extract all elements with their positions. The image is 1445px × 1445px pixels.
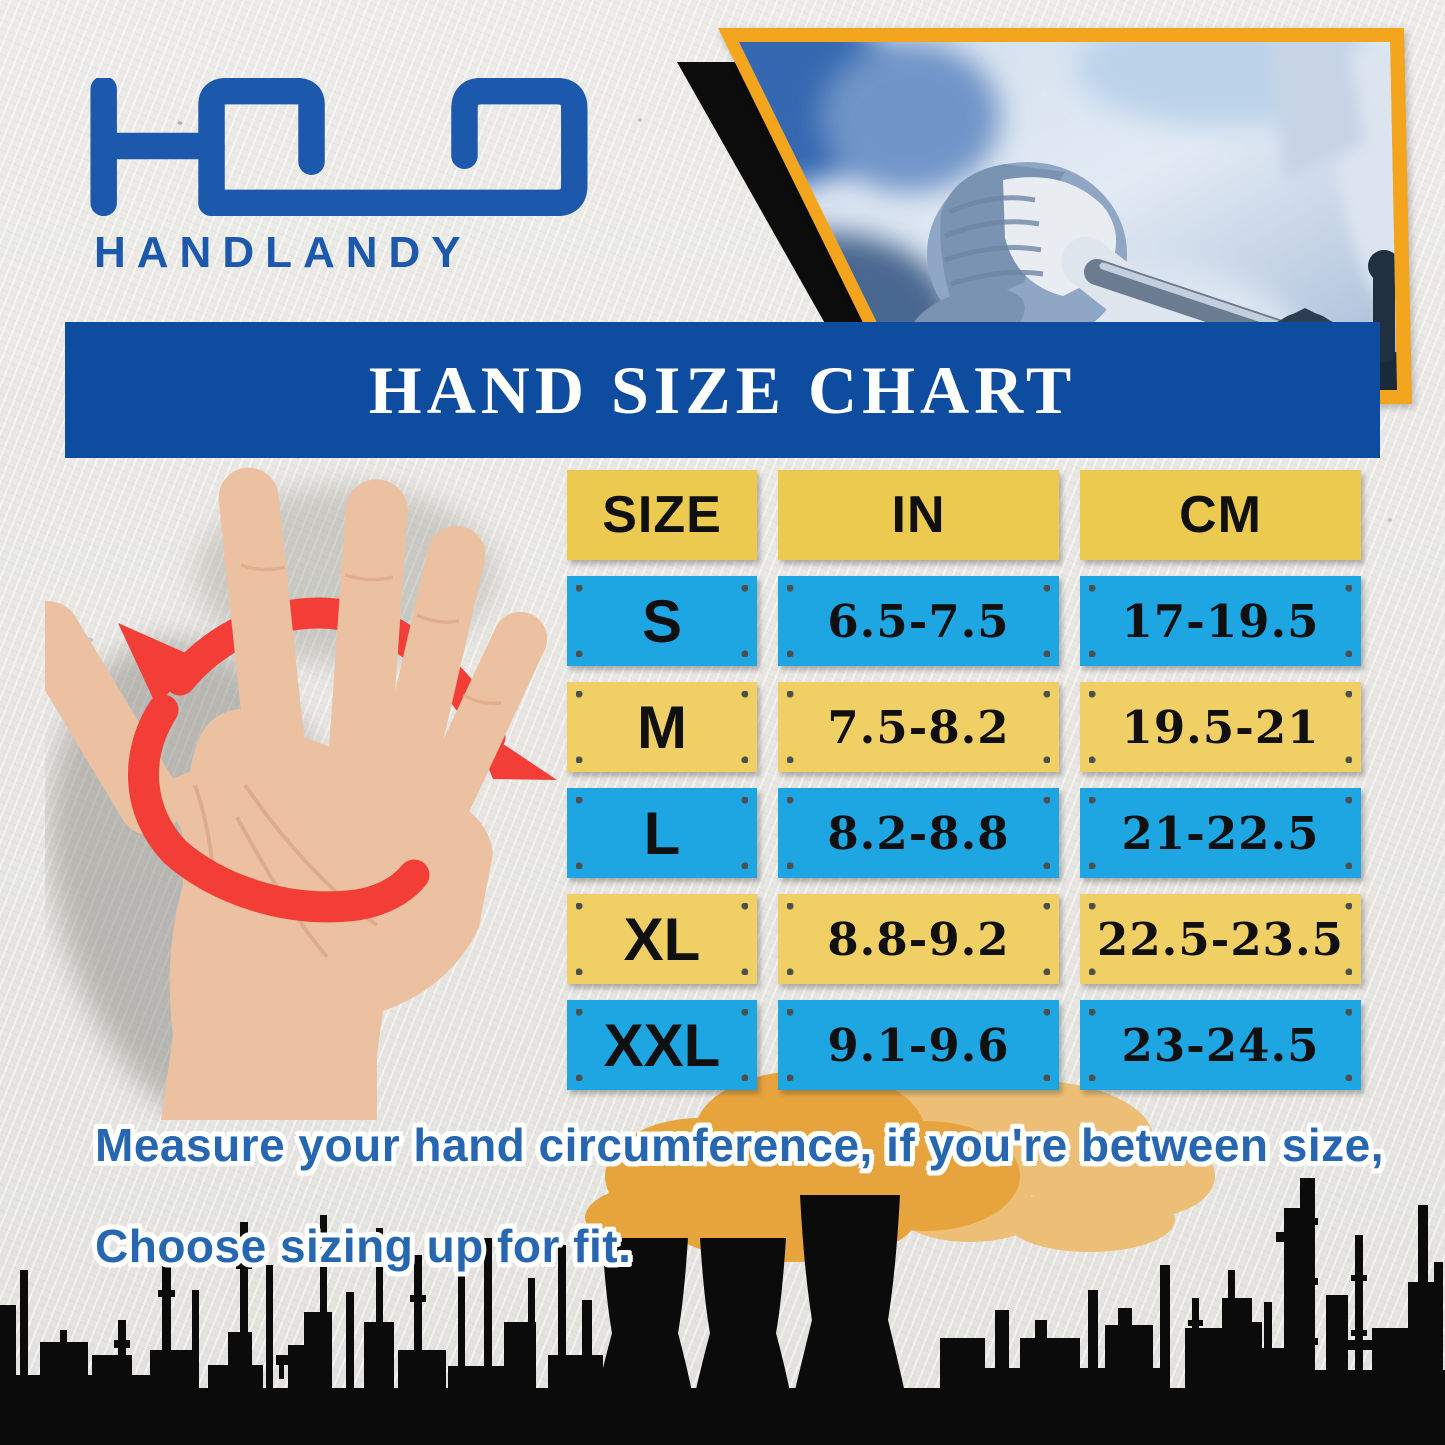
- industrial-skyline: [0, 1178, 1445, 1445]
- brand-logo: HANDLANDY: [88, 78, 588, 278]
- table-row-xl-size: XL: [567, 894, 757, 984]
- table-row-l-cm: 21-22.5: [1080, 788, 1361, 878]
- table-row-m-size: M: [567, 682, 757, 772]
- fingers: [218, 467, 548, 835]
- table-row-m-in: 7.5-8.2: [778, 682, 1059, 772]
- table-row-xl-cm: 22.5-23.5: [1080, 894, 1361, 984]
- smoke-dark: [585, 1070, 1020, 1262]
- column-header-size: SIZE: [567, 470, 757, 560]
- sizing-note-line2: Choose sizing up for fit.: [95, 1220, 632, 1272]
- table-row-l-in: 8.2-8.8: [778, 788, 1059, 878]
- title-banner: HAND SIZE CHART: [65, 322, 1380, 458]
- sizing-note: Measure your hand circumference, if you'…: [95, 1118, 1425, 1273]
- table-row-xxl-cm: 23-24.5: [1080, 1000, 1361, 1090]
- table-row-l-size: L: [567, 788, 757, 878]
- table-row-s-size: S: [567, 576, 757, 666]
- table-row-xl-in: 8.8-9.2: [778, 894, 1059, 984]
- column-header-in: IN: [778, 470, 1059, 560]
- hand-measure-illustration: [45, 467, 557, 1120]
- brand-logo-icon: [90, 78, 588, 216]
- sizing-note-line1: Measure your hand circumference, if you'…: [95, 1119, 1385, 1171]
- brand-name: HANDLANDY: [94, 228, 472, 277]
- page-title: HAND SIZE CHART: [368, 351, 1077, 428]
- table-row-m-cm: 19.5-21: [1080, 682, 1361, 772]
- size-chart-table: SIZE IN CM S 6.5-7.5 17-19.5 M 7.5-8.2 1…: [567, 470, 1361, 1090]
- table-row-s-cm: 17-19.5: [1080, 576, 1361, 666]
- workshop-photo: [718, 28, 1412, 404]
- table-row-xxl-in: 9.1-9.6: [778, 1000, 1059, 1090]
- table-row-xxl-size: XXL: [567, 1000, 757, 1090]
- column-header-cm: CM: [1080, 470, 1361, 560]
- photo-content: [739, 42, 1397, 390]
- table-row-s-in: 6.5-7.5: [778, 576, 1059, 666]
